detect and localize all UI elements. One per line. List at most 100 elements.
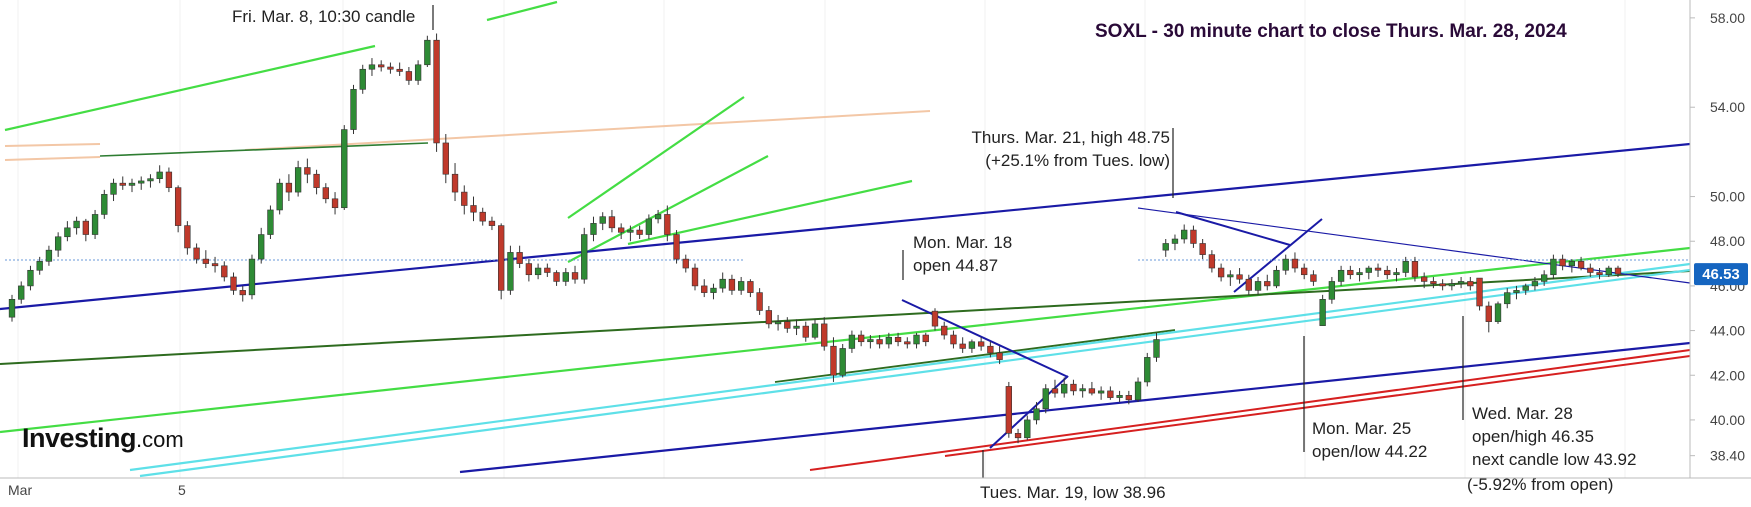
candle: [590, 216, 597, 242]
candle-body: [1227, 274, 1234, 278]
candle-body: [1402, 261, 1409, 273]
candle: [341, 125, 348, 210]
candle: [719, 272, 726, 293]
trendline-navy-long: [0, 142, 1691, 311]
candle-body: [664, 214, 671, 235]
candle: [202, 250, 209, 269]
candle: [1079, 384, 1086, 398]
candle: [968, 339, 976, 353]
candle-body: [1384, 269, 1391, 276]
candle: [184, 221, 191, 255]
candle-body: [1107, 390, 1114, 398]
candle: [1328, 276, 1336, 304]
candle-body: [756, 292, 763, 311]
candle-body: [359, 68, 366, 90]
candle: [322, 183, 329, 204]
candle-body: [1614, 267, 1622, 275]
candle-body: [1485, 305, 1492, 322]
candle-body: [793, 325, 800, 329]
candle-body: [405, 71, 413, 81]
candle-body: [922, 334, 929, 343]
candle: [211, 256, 219, 273]
candle: [1282, 254, 1289, 275]
x-tick-label: Mar: [8, 482, 32, 498]
candle: [1540, 270, 1548, 286]
candle-body: [774, 321, 782, 325]
candle-body: [1328, 281, 1336, 300]
annotation-mon-mar18-line2: open 44.87: [913, 256, 998, 275]
candle-body: [1587, 267, 1594, 273]
candle: [27, 265, 34, 291]
candle: [1217, 263, 1225, 282]
candle: [830, 337, 837, 382]
candle-body: [1217, 267, 1225, 278]
candle: [1199, 239, 1206, 260]
y-tick-label: 48.00: [1710, 233, 1745, 249]
candle-body: [959, 343, 966, 349]
candle-body: [516, 252, 523, 264]
candle: [1374, 263, 1382, 277]
candle: [811, 319, 819, 340]
candle: [996, 346, 1003, 365]
candle: [1467, 276, 1474, 291]
candle-body: [1513, 290, 1520, 293]
candle: [174, 185, 182, 233]
candle-body: [451, 173, 459, 193]
candle: [138, 176, 145, 190]
candle: [1476, 277, 1483, 311]
candle-body: [202, 258, 209, 264]
candle: [128, 178, 136, 193]
candle: [1144, 352, 1151, 387]
candle: [618, 223, 625, 239]
candle: [91, 209, 99, 239]
candle-body: [45, 249, 53, 262]
candle-body: [470, 205, 477, 213]
candle: [1485, 301, 1492, 333]
candle: [1310, 270, 1317, 286]
candle-body: [36, 261, 43, 271]
candle-body: [1042, 388, 1049, 410]
candle: [1097, 386, 1105, 400]
candle-body: [368, 64, 376, 70]
candle-body: [876, 339, 883, 345]
candle-body: [1504, 292, 1511, 305]
logo-suffix: .com: [136, 427, 184, 452]
candle: [562, 268, 569, 286]
candle: [470, 196, 477, 222]
y-tick-label: 54.00: [1710, 99, 1745, 115]
candle-body: [618, 227, 625, 233]
candle: [1430, 276, 1437, 289]
trendline-cyan-1: [129, 262, 1691, 472]
candle: [230, 272, 237, 295]
candle-body: [1596, 272, 1603, 276]
candle-body: [1097, 390, 1105, 394]
candle-body: [27, 269, 34, 287]
candle: [267, 205, 274, 239]
candle: [8, 294, 16, 322]
trendline-darkgreen-long: [0, 270, 1691, 365]
candle-body: [977, 341, 985, 347]
candle: [1393, 268, 1400, 282]
candle-body: [1070, 383, 1077, 392]
candle: [756, 288, 763, 315]
candle-body: [221, 265, 228, 278]
candle: [414, 60, 422, 85]
pattern-line-mar18-down: [901, 299, 1069, 378]
pattern-line-mar21-down: [1175, 211, 1291, 246]
candle-body: [765, 310, 773, 325]
candle-body: [110, 182, 117, 195]
candle-body: [479, 211, 486, 222]
candle: [747, 279, 754, 298]
candle-body: [1310, 274, 1317, 282]
candle: [581, 227, 588, 284]
chart-title: SOXL - 30 minute chart to close Thurs. M…: [1095, 21, 1567, 42]
candle-body: [894, 336, 902, 343]
candle: [1614, 265, 1622, 277]
y-tick-label: 40.00: [1710, 412, 1745, 428]
candle: [571, 265, 579, 284]
candle: [673, 230, 680, 264]
x-axis-ticks: Mar 5: [8, 482, 186, 498]
candle: [534, 263, 542, 280]
candle: [728, 274, 736, 295]
